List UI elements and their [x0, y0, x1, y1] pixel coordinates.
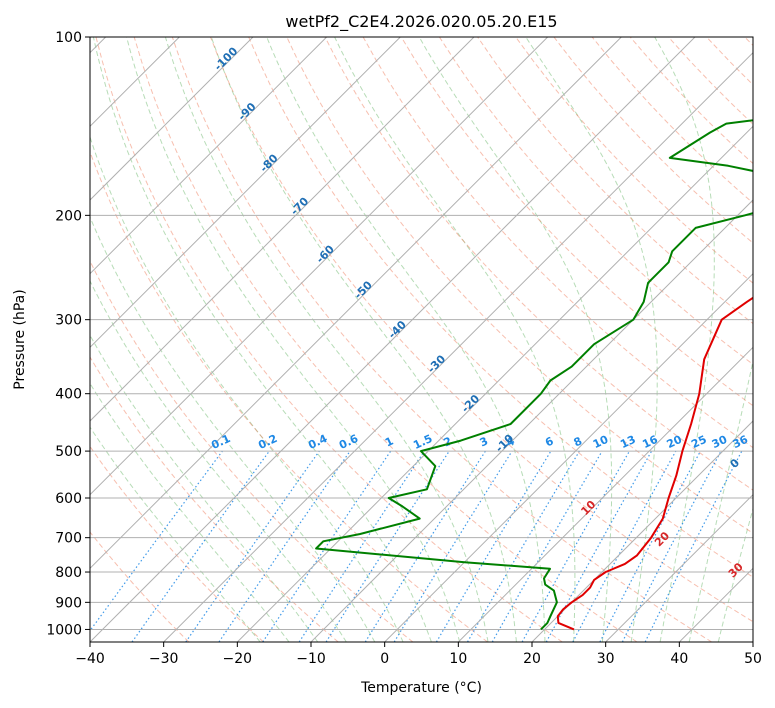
x-tick-label: 10: [449, 651, 467, 667]
x-tick-label: −30: [149, 651, 179, 667]
mixing-ratio-label: 30: [710, 433, 730, 451]
temperature-profile-line: [556, 296, 753, 631]
isotherms: [90, 37, 753, 642]
mixing-ratio-label: 20: [665, 433, 685, 451]
isotherm-line: [163, 51, 753, 642]
plot-area: 0.1 0.2 0.4 0.6 1 1.5 2 3 4 6 8 10 13 16 20 25 30 36-100-…: [90, 37, 753, 642]
moist-adiabat-line: [90, 215, 376, 642]
moist-adiabat-line: [654, 37, 715, 642]
mixing-ratio-line: [325, 450, 450, 642]
dry-adiabat-line: [324, 37, 753, 491]
dry-adiabat-line: [171, 37, 712, 642]
mixing-ratio-line: [90, 450, 223, 632]
mixing-ratio-line: [644, 450, 743, 642]
y-tick-label: 900: [55, 595, 82, 611]
x-tick-label: −40: [75, 651, 105, 667]
dry-adiabat-line: [90, 531, 190, 642]
moist-adiabat-line: [418, 37, 613, 642]
isotherm-line: [90, 37, 475, 422]
isotherm-line: [90, 37, 549, 496]
mixing-ratio-label: 16: [640, 433, 660, 451]
moist-adiabat-line: [90, 135, 404, 642]
axes: −40 −30 −20 −10 0 10 20 30 40 50 100 200 300 400 500 60…: [46, 30, 762, 667]
x-tick-label: −20: [223, 651, 253, 667]
isotherm-line: [90, 37, 254, 201]
x-tick-label: 50: [744, 651, 762, 667]
mixing-ratio-line: [545, 450, 653, 642]
moist-adiabat-line: [688, 358, 753, 642]
y-tick-label: 1000: [46, 622, 82, 638]
mixing-ratio-line: [262, 450, 392, 642]
moist-adiabat-line: [210, 37, 517, 642]
mixing-ratio-lines: [90, 450, 743, 642]
y-tick-label: 600: [55, 491, 82, 507]
x-tick-label: 20: [523, 651, 541, 667]
dewpoint-profile-line: [315, 119, 753, 631]
moist-adiabat-line: [90, 426, 261, 642]
isotherm-line: [752, 641, 753, 642]
chart-title: wetPf2_C2E4.2026.020.05.20.E15: [285, 12, 557, 32]
y-tick-label: 300: [55, 313, 82, 329]
isotherm-line: [531, 420, 753, 642]
mixing-ratio-label: 36: [731, 433, 751, 451]
moist-adiabat-line: [92, 37, 432, 642]
moist-adiabat-line: [90, 334, 319, 642]
y-axis-label: Pressure (hPa): [12, 289, 28, 389]
y-tick-label: 800: [55, 565, 82, 581]
plot-background: [90, 37, 753, 642]
isotherm-line: [605, 493, 753, 642]
moist-adiabat-line: [164, 37, 489, 642]
x-axis-label: Temperature (°C): [360, 680, 482, 696]
isotherm-line: [384, 272, 753, 642]
mixing-ratio-line: [218, 450, 351, 642]
y-tick-label: 100: [55, 30, 82, 46]
mixing-ratio-label: 13: [618, 433, 637, 451]
y-tick-label: 200: [55, 208, 82, 224]
x-tick-label: 40: [670, 651, 688, 667]
mixing-ratio-line: [572, 450, 677, 642]
isotherm-line: [236, 125, 753, 642]
y-tick-label: 700: [55, 531, 82, 547]
y-tick-label: 400: [55, 387, 82, 403]
x-tick-label: 30: [597, 651, 615, 667]
moist-adiabat-line: [126, 37, 461, 642]
moist-adiabat-line: [90, 382, 290, 642]
mixing-ratio-label: 25: [689, 433, 708, 451]
moist-adiabat-line: [717, 506, 753, 642]
x-tick-label: 0: [380, 651, 389, 667]
mixing-ratio-line: [393, 450, 513, 642]
isotherm-line: [90, 37, 696, 642]
mixing-ratio-line: [521, 450, 631, 642]
x-tick-label: −10: [296, 651, 326, 667]
dry-adiabat-line: [90, 445, 264, 642]
isotherm-line: [457, 346, 753, 642]
y-tick-label: 500: [55, 444, 82, 460]
mixing-ratio-line: [131, 450, 270, 642]
mixing-ratio-label: 10: [591, 433, 611, 451]
isotherm-line: [90, 37, 401, 349]
dry-adiabat-line: [515, 37, 753, 284]
dry-adiabat-line: [400, 37, 753, 407]
plot-frame: [89, 36, 754, 643]
dry-adiabat-line: [90, 150, 488, 642]
dry-adiabat-line: [248, 37, 753, 578]
dry-adiabat-line: [90, 356, 339, 642]
mixing-ratio-line: [298, 450, 425, 642]
isotherm-line: [90, 37, 622, 570]
isotherm-line: [310, 199, 753, 642]
isotherm-line: [90, 37, 328, 275]
mixing-ratio-line: [185, 450, 320, 642]
profiles: [315, 119, 753, 631]
dry-adiabat-line: [95, 37, 563, 642]
dry-adiabat-line: [210, 37, 753, 623]
moist-adiabat-line: [266, 37, 546, 642]
